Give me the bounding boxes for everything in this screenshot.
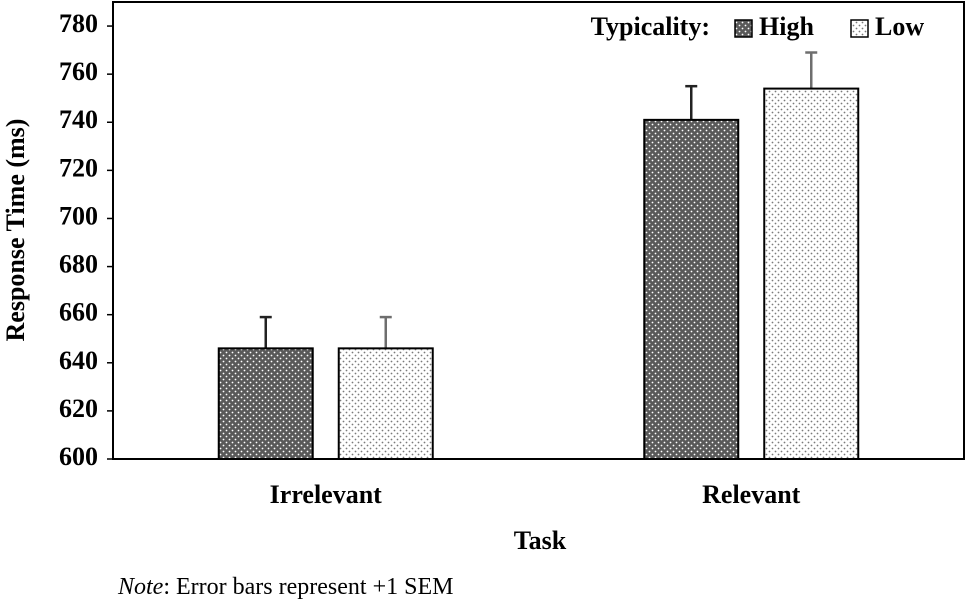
bar [763, 87, 860, 460]
y-tick-label: 640 [59, 346, 98, 375]
note-label: Note [117, 574, 164, 600]
legend-swatch [850, 19, 869, 38]
bar [337, 347, 434, 460]
x-tick-label: Irrelevant [270, 480, 382, 509]
legend-label: Low [875, 12, 924, 41]
note-text: : Error bars represent +1 SEM [163, 574, 453, 600]
note: Note: Error bars represent +1 SEM [117, 574, 453, 600]
x-axis-title: Task [514, 526, 567, 555]
y-tick-label: 740 [59, 105, 98, 134]
y-tick-label: 760 [59, 57, 98, 86]
y-tick-label: 660 [59, 298, 98, 327]
plot-frame [112, 1, 965, 460]
legend-label: High [759, 12, 814, 41]
x-tick-label: Relevant [702, 480, 801, 509]
y-tick-label: 780 [59, 9, 98, 38]
y-axis-title: Response Time (ms) [1, 119, 30, 342]
y-tick-label: 600 [59, 442, 98, 471]
bar [217, 347, 314, 460]
y-tick-label: 680 [59, 250, 98, 279]
y-tick-label: 620 [59, 394, 98, 423]
y-tick-label: 720 [59, 153, 98, 182]
bar [643, 118, 740, 461]
legend-title: Typicality: [591, 12, 710, 41]
y-tick-label: 700 [59, 201, 98, 230]
legend-swatch [734, 19, 753, 38]
